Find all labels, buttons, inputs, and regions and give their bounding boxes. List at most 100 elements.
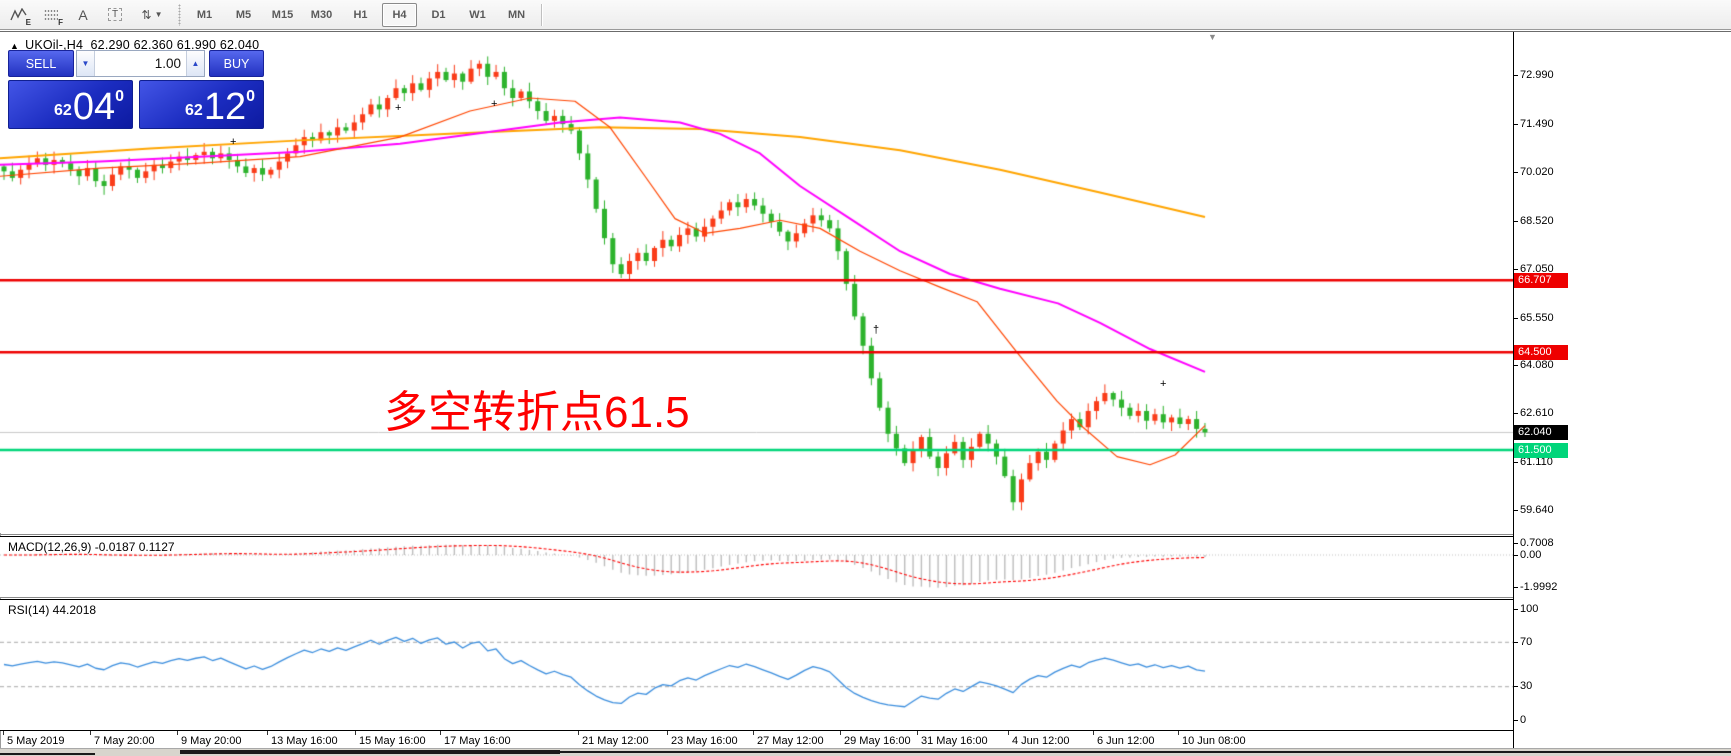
price-tick-mark xyxy=(1513,462,1518,464)
indicators-icon[interactable]: E xyxy=(4,2,34,28)
rsi-tick-mark xyxy=(1513,608,1518,610)
time-tick-label: 13 May 16:00 xyxy=(271,735,338,747)
toolbar: E F A T ⇅ ▼ M1 M5 M15 M30 H1 H4 D1 W1 MN xyxy=(0,0,1731,30)
time-tick-mark xyxy=(667,731,668,735)
price-badge: 64.500 xyxy=(1514,344,1568,360)
tf-button-w1[interactable]: W1 xyxy=(469,8,486,21)
time-tick-label: 4 Jun 12:00 xyxy=(1012,735,1070,747)
chart-mark-plus: + xyxy=(491,98,498,110)
time-tick-label: 10 Jun 08:00 xyxy=(1182,735,1246,747)
time-tick-mark xyxy=(3,731,4,735)
time-tick-mark xyxy=(578,731,579,735)
price-badge: 62.040 xyxy=(1514,424,1568,440)
toolbar-separator xyxy=(178,3,181,26)
rsi-canvas[interactable] xyxy=(0,600,1513,730)
buy-price-sup: 0 xyxy=(246,88,255,105)
price-tick-label: 67.050 xyxy=(1520,262,1554,275)
price-tick-label: 65.550 xyxy=(1520,311,1554,324)
chart-shift-marker[interactable]: ▼ xyxy=(1208,32,1217,42)
macd-scale-label: 0.7008 xyxy=(1520,537,1554,550)
price-tick-label: 62.610 xyxy=(1520,407,1554,420)
time-tick-label: 21 May 12:00 xyxy=(582,735,649,747)
time-tick-mark xyxy=(840,731,841,735)
macd-label: MACD(12,26,9) -0.0187 0.1127 xyxy=(8,540,175,554)
frame-line xyxy=(0,31,1731,32)
frame-segment xyxy=(560,751,1731,753)
ohlc-readout: 62.290 62.360 61.990 62.040 xyxy=(90,38,260,52)
panel-divider xyxy=(0,599,1513,600)
time-tick-mark xyxy=(1093,731,1094,735)
chart-title: ▲ UKOil-,H4 62.290 62.360 61.990 62.040 xyxy=(10,38,259,52)
time-tick-label: 15 May 16:00 xyxy=(359,735,426,747)
price-tick-label: 59.640 xyxy=(1520,504,1554,517)
time-tick-label: 5 May 2019 xyxy=(7,735,65,747)
price-tick-mark xyxy=(1513,75,1518,76)
tf-button-h1[interactable]: H1 xyxy=(353,8,368,21)
price-tick-mark xyxy=(1513,510,1518,512)
chevron-down-icon: ▼ xyxy=(81,59,90,68)
time-tick-label: 6 Jun 12:00 xyxy=(1097,735,1155,747)
tf-button-h4[interactable]: H4 xyxy=(382,2,417,27)
macd-canvas[interactable] xyxy=(0,537,1513,597)
price-tick-label: 64.080 xyxy=(1520,359,1554,372)
main-chart-panel: ▲ UKOil-,H4 62.290 62.360 61.990 62.040 ▼… xyxy=(0,32,1513,533)
macd-panel: MACD(12,26,9) -0.0187 0.1127 xyxy=(0,537,1513,597)
price-badge: 61.500 xyxy=(1514,442,1568,458)
price-tick-mark xyxy=(1513,268,1518,270)
tool-badge: E xyxy=(25,17,31,27)
tf-button-mn[interactable]: MN xyxy=(507,8,526,21)
price-tick-mark xyxy=(1513,220,1518,222)
volume-decrease-button[interactable]: ▼ xyxy=(76,51,94,76)
macd-scale-label: -1.9992 xyxy=(1520,580,1558,593)
macd-scale-label: 0.00 xyxy=(1520,548,1542,561)
chart-mark-plus: + xyxy=(230,136,237,148)
time-tick-label: 31 May 16:00 xyxy=(921,735,988,747)
price-tick-label: 68.520 xyxy=(1520,214,1554,227)
rsi-tick-mark xyxy=(1513,719,1518,721)
sell-price-prefix: 62 xyxy=(54,102,72,119)
time-tick-mark xyxy=(1008,731,1009,735)
panel-divider xyxy=(0,534,1513,535)
price-tick-mark xyxy=(1513,413,1518,415)
price-tick-label: 61.110 xyxy=(1520,456,1553,469)
tool-badge: F xyxy=(58,17,63,27)
tf-button-m5[interactable]: M5 xyxy=(235,8,252,21)
tf-button-m1[interactable]: M1 xyxy=(196,8,213,21)
bottom-window-strip xyxy=(0,749,1731,756)
volume-input[interactable] xyxy=(93,51,187,76)
one-click-trading-panel: SELL ▼ ▲ BUY 62 04 0 62 12 0 xyxy=(8,50,264,129)
tf-button-m15[interactable]: M15 xyxy=(271,8,294,21)
collapse-panel-icon[interactable]: ▲ xyxy=(10,41,20,51)
price-tick-mark xyxy=(1513,365,1518,367)
volume-increase-button[interactable]: ▲ xyxy=(186,51,204,76)
time-tick-label: 17 May 16:00 xyxy=(444,735,511,747)
chart-axis-divider xyxy=(1513,32,1514,749)
rsi-panel: RSI(14) 44.2018 xyxy=(0,600,1513,730)
grid-icon[interactable]: F xyxy=(36,2,66,28)
frame-line xyxy=(0,748,1731,749)
buy-price-display[interactable]: 62 12 0 xyxy=(139,80,264,129)
panel-divider xyxy=(0,536,1513,537)
chart-mark-plus: + xyxy=(1160,378,1167,390)
symbol-period: UKOil-,H4 xyxy=(25,38,84,52)
text-label-icon[interactable]: A xyxy=(78,6,88,23)
macd-tick-mark xyxy=(1513,554,1518,556)
buy-price-prefix: 62 xyxy=(185,102,203,119)
sell-button[interactable]: SELL xyxy=(8,50,74,77)
text-box-icon[interactable]: T xyxy=(100,2,130,28)
tf-button-m30[interactable]: M30 xyxy=(310,8,333,21)
chevron-up-icon: ▲ xyxy=(191,59,200,68)
time-tick-mark xyxy=(917,731,918,735)
sell-price-display[interactable]: 62 04 0 xyxy=(8,80,133,129)
chart-text-annotation: 多空转折点61.5 xyxy=(384,388,690,437)
price-tick-label: 71.490 xyxy=(1520,117,1554,130)
time-tick-mark xyxy=(90,731,91,735)
panel-divider xyxy=(0,597,1513,598)
rsi-scale-label: 70 xyxy=(1520,635,1533,648)
tf-button-d1[interactable]: D1 xyxy=(431,8,446,21)
arrow-objects-icon[interactable]: ⇅ ▼ xyxy=(141,7,163,22)
timeframe-group: M1 M5 M15 M30 H1 H4 D1 W1 MN xyxy=(185,2,536,27)
buy-button[interactable]: BUY xyxy=(208,50,264,77)
price-tick-label: 70.020 xyxy=(1520,165,1554,178)
